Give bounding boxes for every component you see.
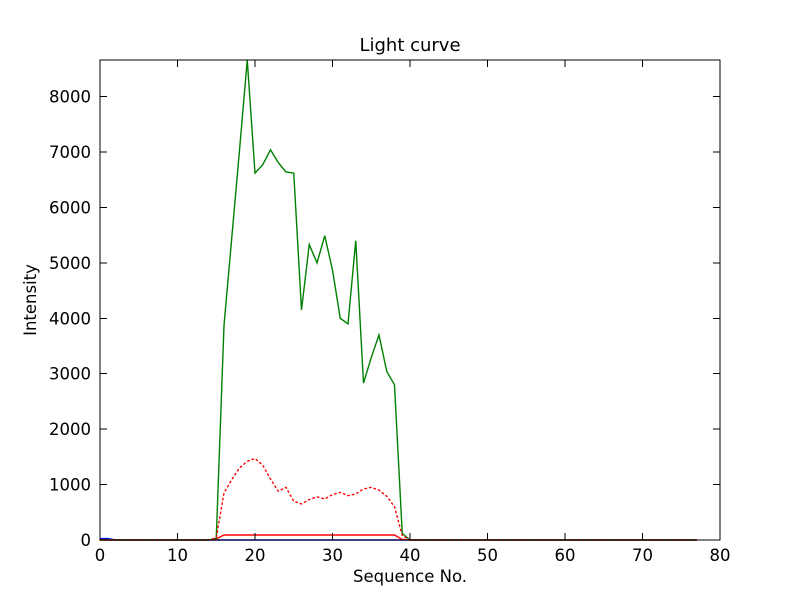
y-tick-label: 6000 — [49, 198, 91, 217]
y-tick-label: 0 — [81, 531, 92, 550]
x-tick-label: 80 — [710, 546, 731, 565]
y-tick-label: 8000 — [49, 88, 91, 107]
chart-title: Light curve — [359, 35, 460, 56]
plot-area — [100, 60, 720, 540]
x-tick-label: 50 — [477, 546, 498, 565]
y-tick-label: 7000 — [49, 143, 91, 162]
x-tick-label: 0 — [95, 546, 106, 565]
y-tick-label: 4000 — [49, 309, 91, 328]
y-tick-label: 1000 — [49, 476, 91, 495]
x-tick-label: 30 — [322, 546, 343, 565]
x-tick-label: 70 — [632, 546, 653, 565]
ticks-group — [99, 60, 721, 541]
tick-labels-group: 0 10 20 30 40 50 60 70 80 0 1000 2000 3000 4000 5000 60… — [49, 88, 731, 565]
x-tick-label: 20 — [245, 546, 266, 565]
y-axis-label: Intensity — [21, 264, 40, 336]
y-tick-label: 2000 — [49, 420, 91, 439]
x-tick-label: 40 — [400, 546, 421, 565]
x-axis-label: Sequence No. — [353, 567, 467, 586]
y-tick-label: 3000 — [49, 365, 91, 384]
x-tick-label: 10 — [167, 546, 188, 565]
x-tick-label: 60 — [555, 546, 576, 565]
y-tick-label: 5000 — [49, 254, 91, 273]
